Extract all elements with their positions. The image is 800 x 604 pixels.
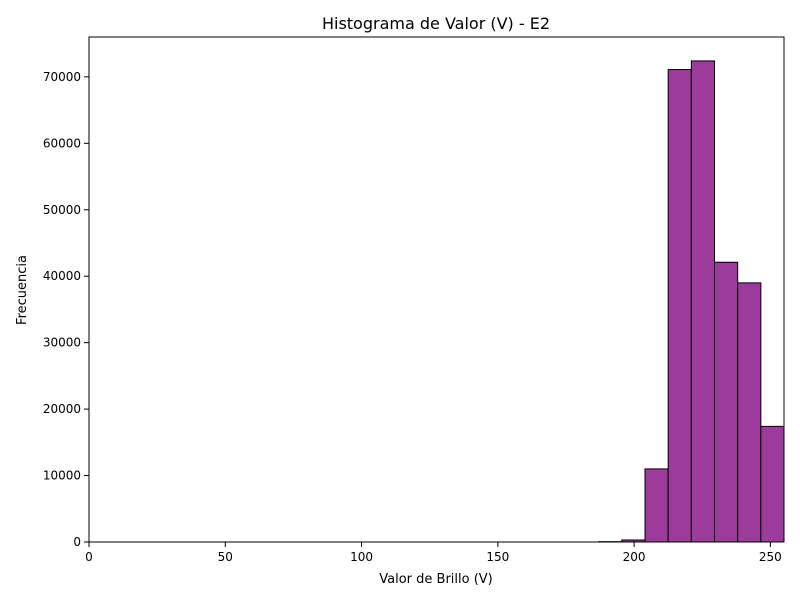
x-tick-label: 0 (85, 550, 93, 564)
x-tick-label: 150 (486, 550, 509, 564)
bars-group (599, 61, 784, 542)
y-tick-label: 50000 (43, 203, 81, 217)
x-ticks-group: 0 50 100 150 200 250 (85, 542, 782, 564)
histogram-bar-6 (738, 283, 761, 542)
histogram-bar-2 (645, 469, 668, 542)
y-tick-label: 60000 (43, 136, 81, 150)
histogram-bar-3 (668, 70, 691, 542)
chart-title: Histograma de Valor (V) - E2 (322, 14, 550, 33)
x-tick-label: 50 (218, 550, 233, 564)
x-tick-label: 250 (759, 550, 782, 564)
histogram-bar-5 (715, 262, 738, 542)
y-tick-label: 20000 (43, 402, 81, 416)
histogram-bar-7 (761, 426, 784, 542)
y-tick-label: 70000 (43, 70, 81, 84)
x-tick-label: 100 (350, 550, 373, 564)
y-axis-label: Frecuencia (15, 255, 30, 325)
y-ticks-group: 0 10000 20000 30000 40000 50000 60000 70000 (43, 70, 89, 549)
y-tick-label: 10000 (43, 469, 81, 483)
y-tick-label: 30000 (43, 336, 81, 350)
histogram-bar-4 (691, 61, 714, 542)
y-tick-label: 40000 (43, 269, 81, 283)
x-tick-label: 200 (623, 550, 646, 564)
y-tick-label: 0 (73, 535, 81, 549)
x-axis-label: Valor de Brillo (V) (379, 572, 493, 587)
